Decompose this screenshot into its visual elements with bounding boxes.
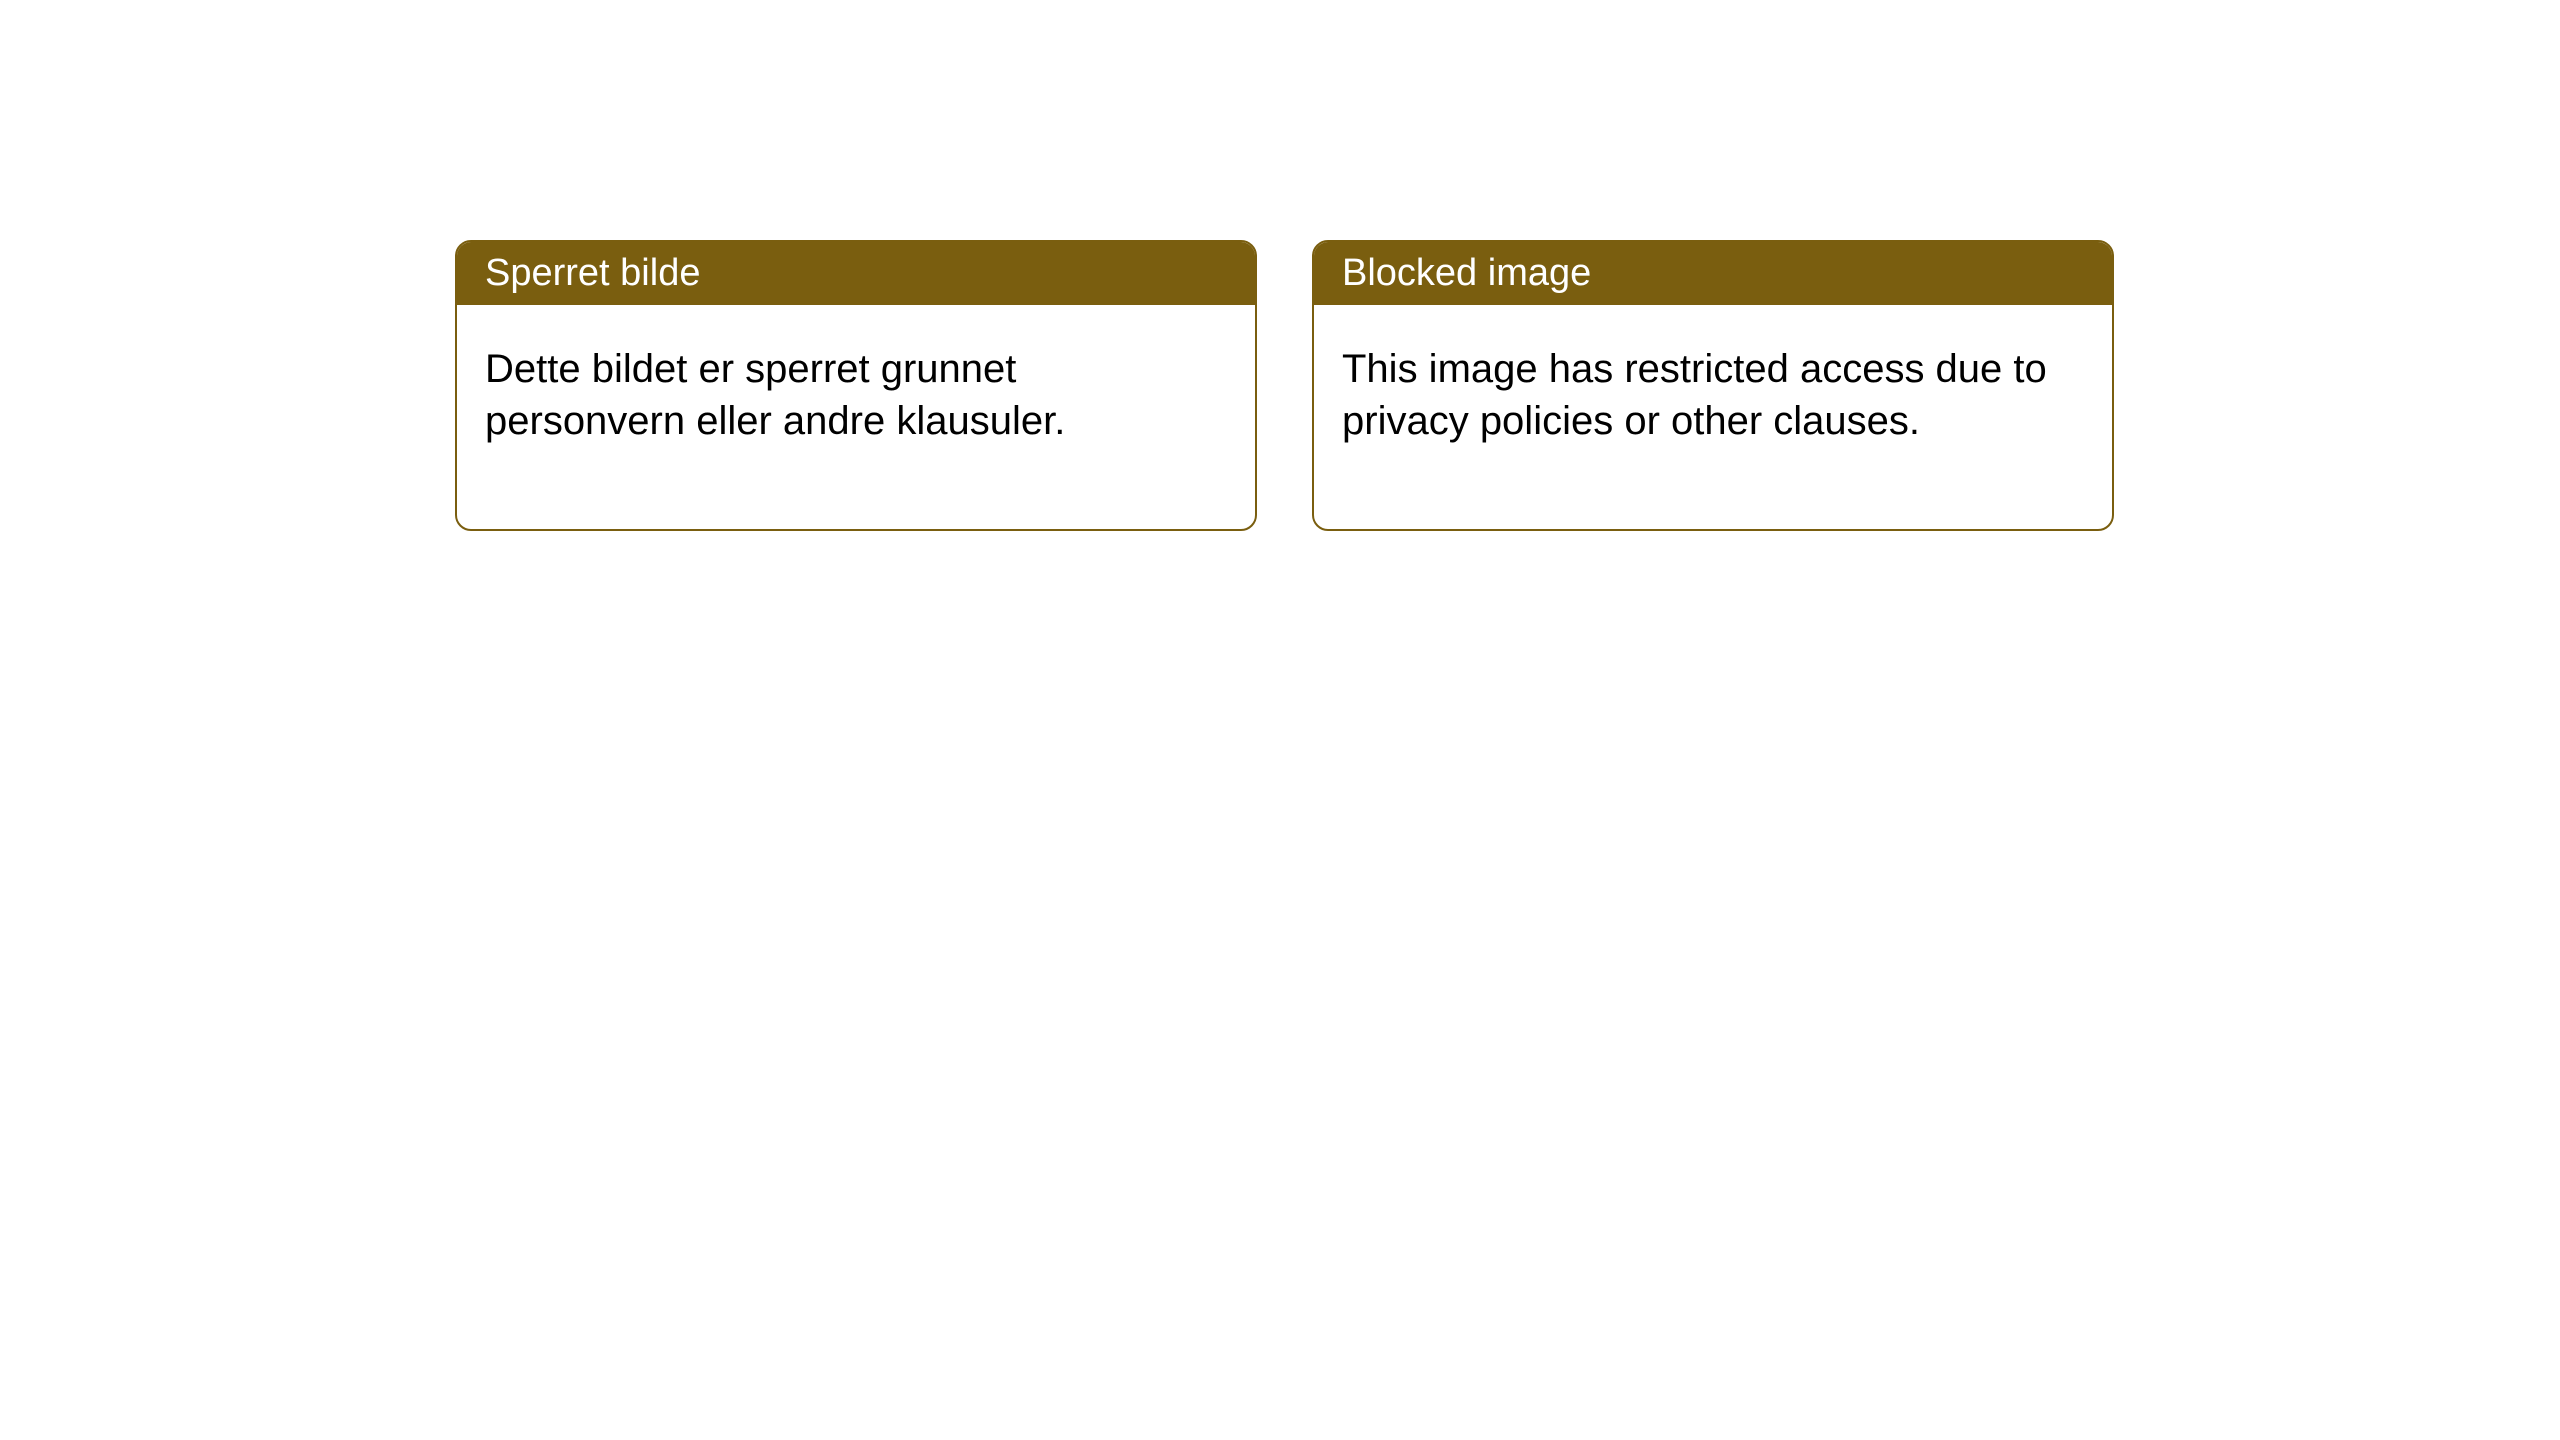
notice-header-norwegian: Sperret bilde [457, 242, 1255, 305]
notice-message-norwegian: Dette bildet er sperret grunnet personve… [485, 347, 1065, 443]
notice-title-norwegian: Sperret bilde [485, 252, 700, 294]
notice-header-english: Blocked image [1314, 242, 2112, 305]
notice-card-norwegian: Sperret bilde Dette bildet er sperret gr… [455, 240, 1257, 531]
notice-card-english: Blocked image This image has restricted … [1312, 240, 2114, 531]
notice-message-english: This image has restricted access due to … [1342, 347, 2047, 443]
notice-container: Sperret bilde Dette bildet er sperret gr… [0, 0, 2560, 531]
notice-title-english: Blocked image [1342, 252, 1591, 294]
notice-body-english: This image has restricted access due to … [1314, 305, 2112, 529]
notice-body-norwegian: Dette bildet er sperret grunnet personve… [457, 305, 1255, 529]
